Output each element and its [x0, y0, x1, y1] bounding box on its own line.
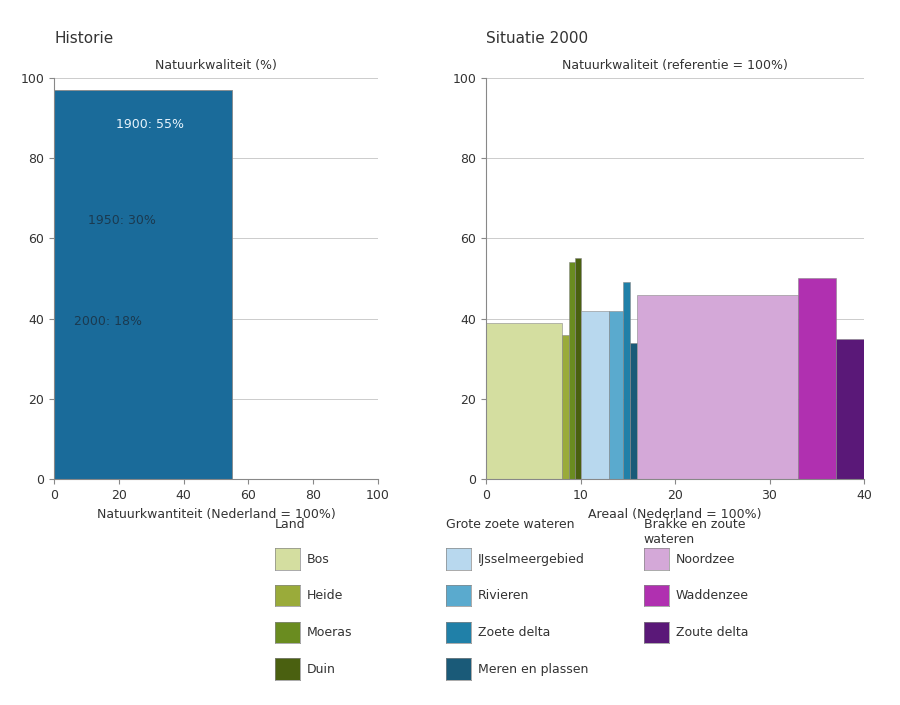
- Bar: [575, 259, 580, 479]
- Text: Noordzee: Noordzee: [676, 553, 735, 565]
- Text: Zoute delta: Zoute delta: [676, 626, 749, 639]
- Bar: [836, 339, 864, 479]
- Bar: [798, 278, 835, 479]
- Bar: [54, 90, 232, 479]
- Text: Heide: Heide: [307, 589, 343, 602]
- Text: Grote zoete wateren: Grote zoete wateren: [446, 518, 574, 531]
- Text: Brakke en zoute
wateren: Brakke en zoute wateren: [644, 518, 745, 546]
- Bar: [569, 262, 575, 479]
- Text: Situatie 2000: Situatie 2000: [486, 31, 588, 46]
- Bar: [54, 299, 112, 479]
- Text: Duin: Duin: [307, 663, 336, 675]
- Text: 1900: 55%: 1900: 55%: [116, 118, 184, 130]
- X-axis label: Natuurkwantiteit (Nederland = 100%): Natuurkwantiteit (Nederland = 100%): [96, 508, 336, 521]
- Bar: [486, 323, 562, 479]
- Text: Rivieren: Rivieren: [478, 589, 529, 602]
- Text: 1950: 30%: 1950: 30%: [88, 214, 156, 227]
- X-axis label: Areaal (Nederland = 100%): Areaal (Nederland = 100%): [589, 508, 761, 521]
- Text: Historie: Historie: [54, 31, 113, 46]
- Bar: [54, 198, 151, 479]
- Bar: [562, 335, 569, 479]
- Title: Natuurkwaliteit (%): Natuurkwaliteit (%): [155, 59, 277, 72]
- Bar: [608, 311, 623, 479]
- Text: Waddenzee: Waddenzee: [676, 589, 749, 602]
- Text: 2000: 18%: 2000: 18%: [75, 314, 142, 328]
- Text: Zoete delta: Zoete delta: [478, 626, 550, 639]
- Title: Natuurkwaliteit (referentie = 100%): Natuurkwaliteit (referentie = 100%): [562, 59, 788, 72]
- Text: Meren en plassen: Meren en plassen: [478, 663, 589, 675]
- Text: Moeras: Moeras: [307, 626, 353, 639]
- Bar: [623, 283, 630, 479]
- Bar: [637, 295, 798, 479]
- Bar: [630, 343, 637, 479]
- Text: IJsselmeergebied: IJsselmeergebied: [478, 553, 585, 565]
- Bar: [580, 311, 608, 479]
- Text: Bos: Bos: [307, 553, 329, 565]
- Text: Land: Land: [274, 518, 305, 531]
